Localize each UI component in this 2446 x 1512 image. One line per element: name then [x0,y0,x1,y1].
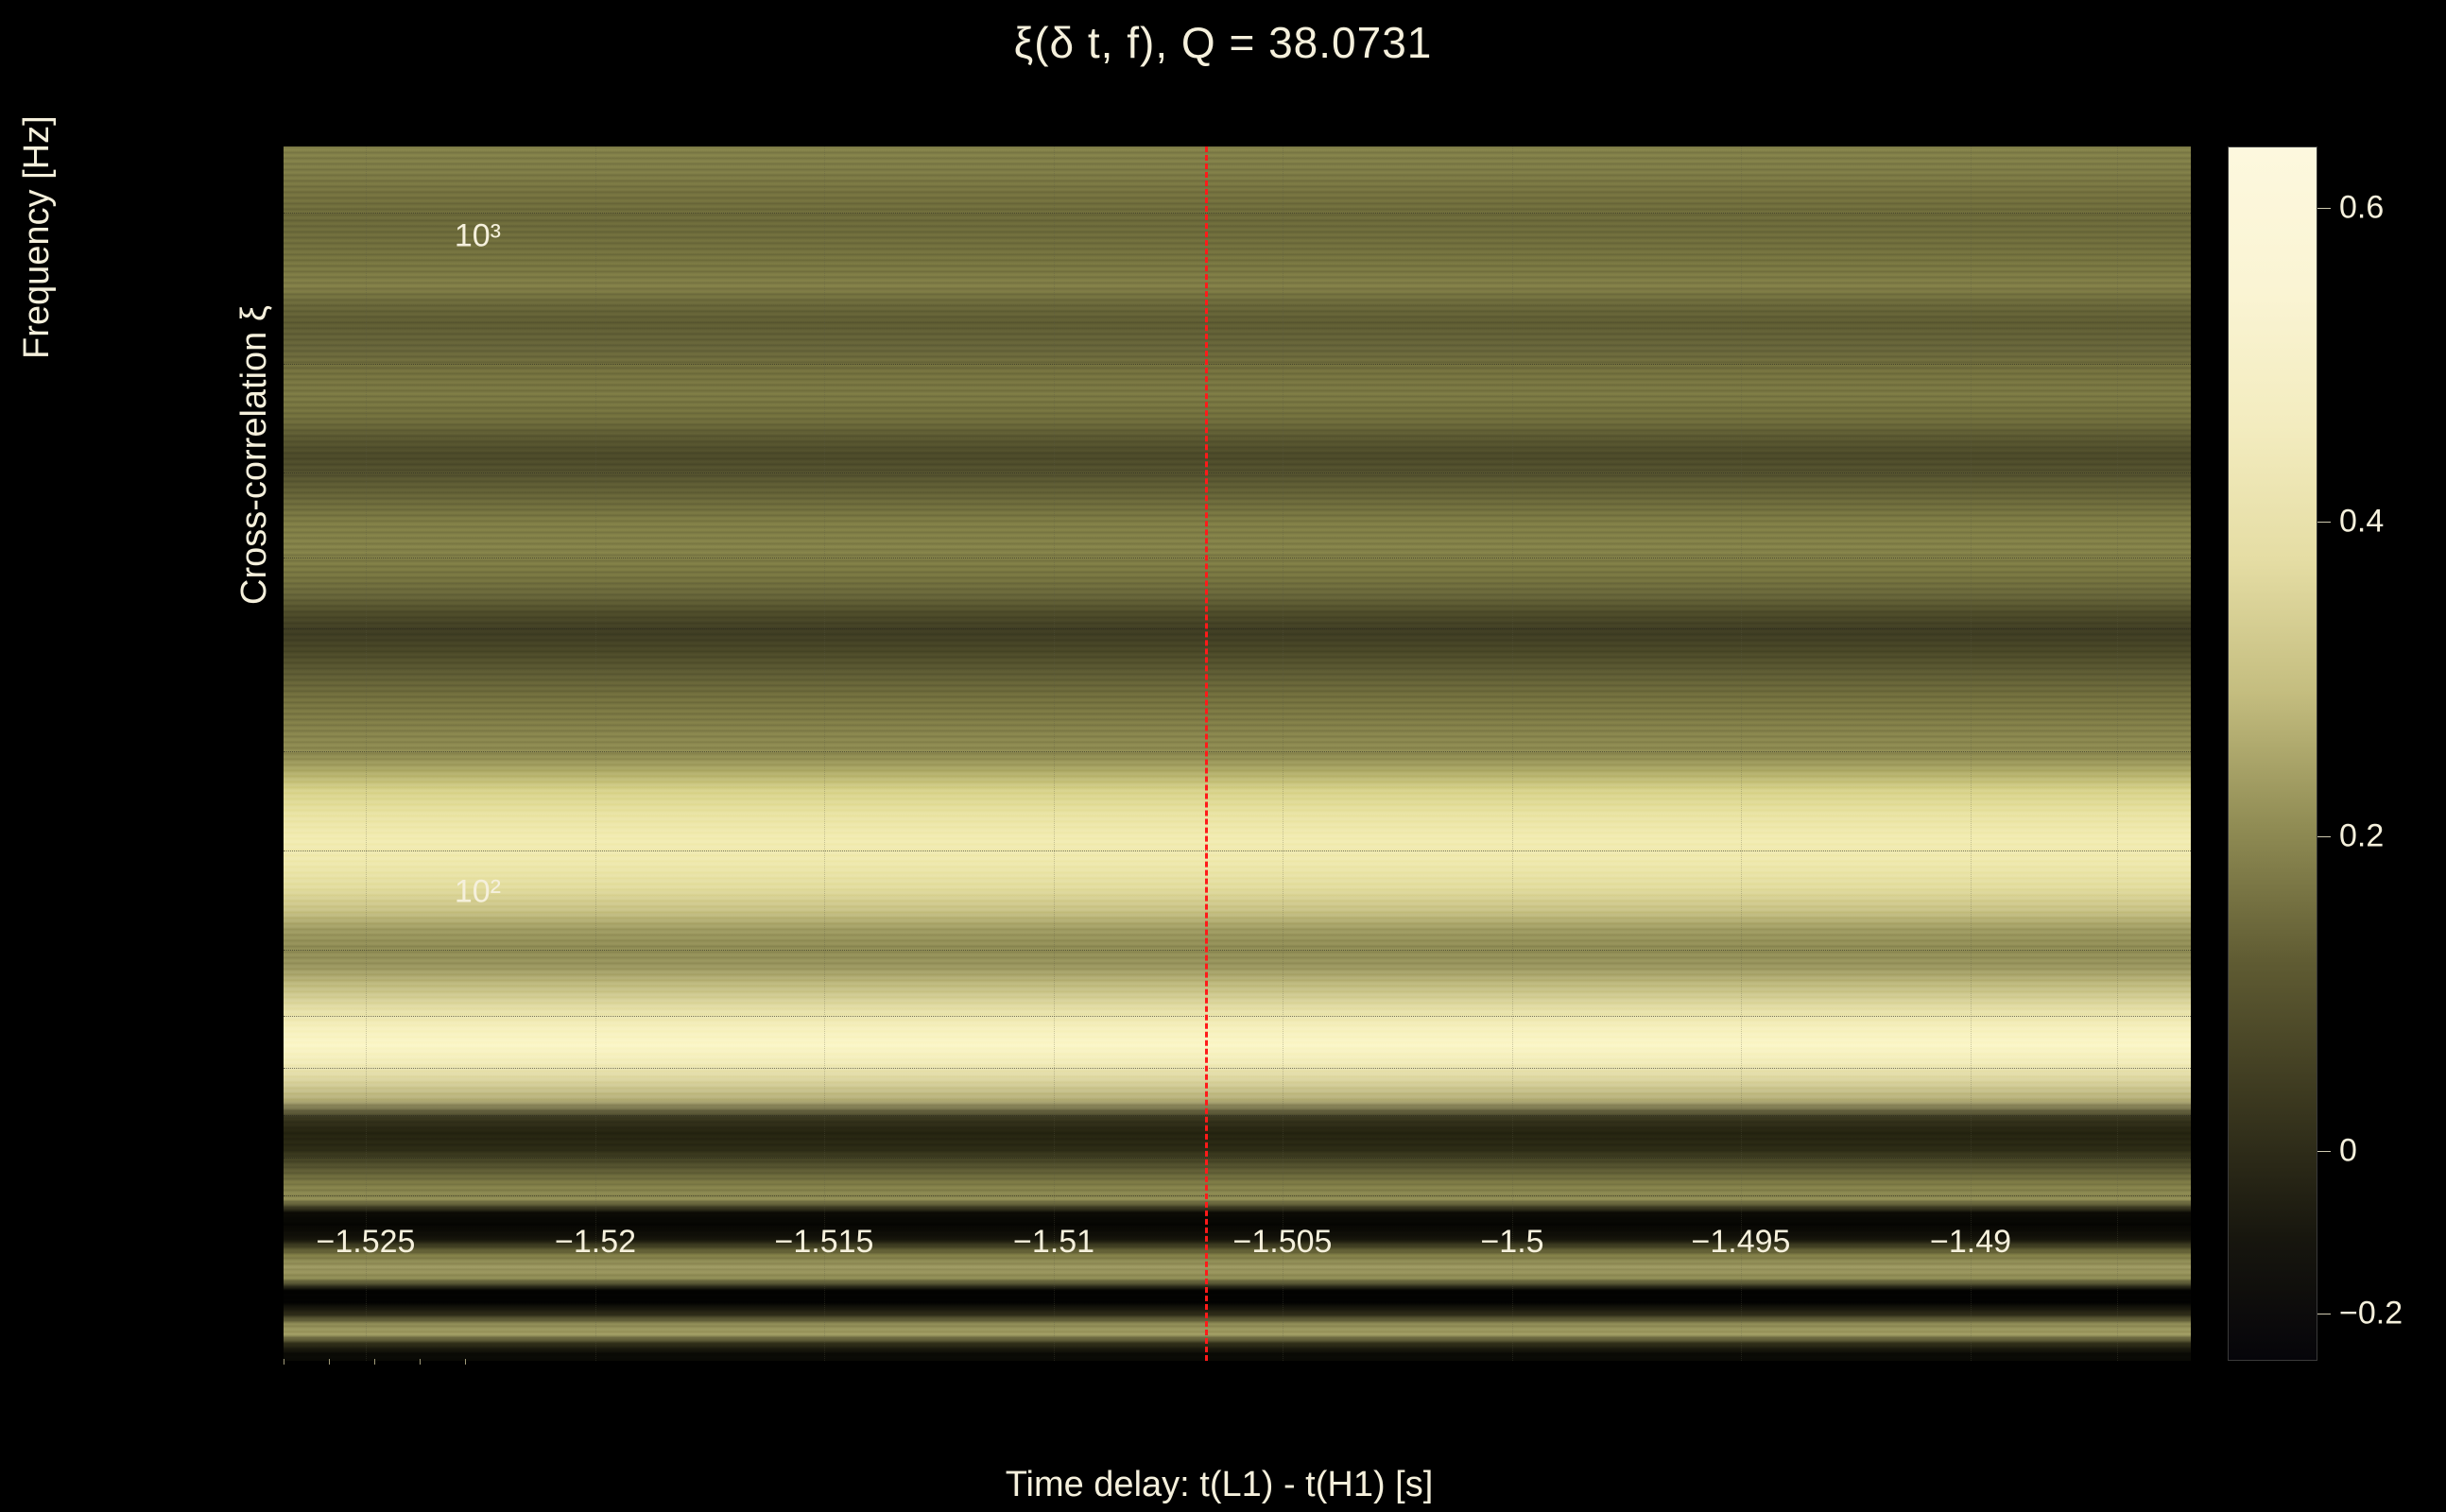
xaxis-tick-label: −1.515 [775,1224,874,1261]
xaxis-tick-label: −1.52 [555,1224,636,1261]
heatmap-texture-overlay [284,146,2191,1361]
gridline-horizontal [284,1016,2191,1017]
gridline-vertical [1971,146,1972,1361]
colorbar-axis-label: Cross-correlation ξ [234,305,275,605]
gridline-horizontal [284,950,2191,951]
xaxis-tick-label: −1.51 [1013,1224,1094,1261]
gridline-vertical [595,146,596,1361]
xaxis-tick-minor [420,1359,421,1365]
yaxis-label: Frequency [Hz] [17,115,58,359]
colorbar-tick-label: 0 [2339,1133,2357,1170]
yaxis-tick-label: 10² [455,874,501,911]
gridline-horizontal [284,1195,2191,1196]
gridline-vertical [824,146,825,1361]
gridline-horizontal [284,472,2191,473]
xaxis-tick-minor [465,1359,466,1365]
time-delay-marker [1205,146,1208,1361]
colorbar-tick [2317,208,2331,209]
colorbar-gradient [2228,146,2317,1361]
gridline-vertical [1741,146,1742,1361]
xaxis-tick-label: −1.49 [1930,1224,2011,1261]
gridline-horizontal [284,850,2191,851]
xaxis-tick-label: −1.525 [317,1224,416,1261]
gridline-horizontal [284,1068,2191,1069]
gridline-vertical [2117,146,2118,1361]
gridline-vertical [1512,146,1513,1361]
spectrogram-window: ξ(δ t, f), Q = 38.0731 Frequency [Hz] Ti… [0,0,2446,1512]
gridline-horizontal [284,628,2191,629]
xaxis-tick-label: −1.505 [1233,1224,1333,1261]
xaxis-tick-label: −1.5 [1480,1224,1543,1261]
colorbar-tick [2317,522,2331,523]
yaxis-tick-label: 10³ [455,218,501,255]
colorbar-tick-label: −0.2 [2339,1296,2403,1332]
chart-title: ξ(δ t, f), Q = 38.0731 [0,17,2446,68]
colorbar-tick-label: 0.2 [2339,818,2384,855]
xaxis-tick-label: −1.495 [1692,1224,1791,1261]
colorbar-tick-label: 0.6 [2339,190,2384,227]
colorbar-tick [2317,836,2331,837]
gridline-horizontal [284,751,2191,752]
gridline-vertical [1054,146,1055,1361]
gridline-vertical [366,146,367,1361]
gridline-horizontal [284,364,2191,365]
gridline-horizontal [284,1115,2191,1116]
xaxis-tick-minor [329,1359,330,1365]
xaxis-tick-minor [374,1359,375,1365]
gridline-horizontal [284,213,2191,214]
colorbar-tick-label: 0.4 [2339,504,2384,541]
colorbar-tick [2317,1151,2331,1152]
gridline-horizontal [284,1158,2191,1159]
xaxis-label: Time delay: t(L1) - t(H1) [s] [1006,1465,1434,1505]
colorbar[interactable]: 0.6 0.4 0.2 0 −0.2 [2228,146,2317,1361]
heatmap-plot[interactable] [284,146,2191,1361]
